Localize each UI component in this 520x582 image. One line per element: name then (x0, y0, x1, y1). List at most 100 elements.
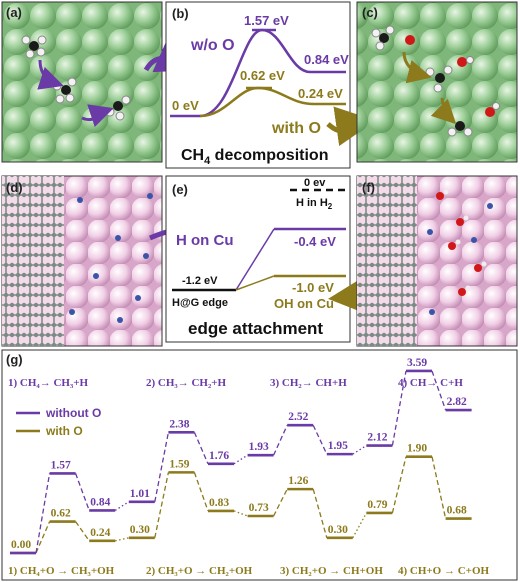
panel-label-b: (b) (172, 6, 189, 21)
without-o-connector-9 (352, 444, 367, 455)
without-o-value-label-10: 3.59 (407, 357, 427, 369)
with-o-value-label-6: 0.73 (249, 502, 269, 514)
with-o-connector-1 (35, 521, 51, 554)
reaction-arrow-a2 (81, 104, 114, 128)
with-o-value-label-5: 0.83 (209, 497, 229, 509)
step-label-top-4: 4) CH→ C+H (398, 377, 463, 389)
panel-e-title: edge attachment (188, 319, 323, 338)
without-o-connector-2 (74, 473, 90, 511)
reaction-arrow-c2 (430, 97, 457, 125)
value-zero: 0 ev (304, 177, 326, 189)
with-o-value-label-11: 0.68 (447, 505, 467, 517)
connector-neg12-neg10 (235, 275, 275, 291)
without-o-value-label-8: 1.95 (328, 440, 348, 452)
step-label-bottom-1: 1) CH₄+O → CH₃+OH (8, 565, 115, 577)
graphene-edge-d (2, 176, 64, 346)
value-with-end: 0.24 eV (298, 86, 343, 101)
value-wo-ts: 1.57 eV (244, 13, 289, 28)
without-o-connector-8 (312, 424, 328, 455)
panel-a: (a) (1, 1, 163, 163)
step-labels-bottom: 1) CH₄+O → CH₃+OH 2) CH₃+O → CH₂+OH 3) CH₂… (8, 565, 490, 577)
with-o-connector-9 (352, 512, 367, 539)
without-o-value-label-1: 1.57 (51, 459, 71, 471)
label-wo-o: w/o O (190, 37, 235, 54)
without-o-connector-10 (391, 370, 407, 446)
without-o-connector-4 (154, 432, 170, 502)
panel-label-f: (f) (362, 180, 375, 195)
with-o-value-label-8: 0.30 (328, 524, 348, 536)
panel-g-frame (1, 349, 518, 581)
ch4-molecule-a (21, 35, 47, 59)
label-oh-on-cu: OH on Cu (274, 296, 334, 311)
step-label-bottom-4: 4) CH+O → C+OH (398, 565, 490, 577)
graphene-edge-f (357, 176, 417, 346)
without-o-connector-11 (431, 370, 447, 411)
value-with-ts: 0.62 eV (240, 68, 285, 83)
step-label-top-1: 1) CH₄→ CH₃+H (8, 377, 89, 389)
with-o-connector-5 (193, 472, 209, 512)
step-label-top-3: 3) CH₂→ CH+H (270, 377, 347, 389)
step-label-bottom-2: 2) CH₃+O → CH₂+OH (146, 565, 253, 577)
with-o-value-label-0: 0.00 (11, 539, 31, 551)
with-o-value-label-4: 1.59 (169, 458, 189, 470)
with-o-connector-4 (154, 472, 170, 538)
hydrogen-atoms-f (427, 203, 493, 315)
legend-label-without: without O (45, 406, 101, 420)
step-labels-top: 1) CH₄→ CH₃+H 2) CH₃→ CH₂+H 3) CH₂→ CH+H 4)… (8, 377, 463, 389)
label-hg-edge: H@G edge (172, 297, 228, 309)
cu-surface-a (1, 1, 163, 163)
without-o-value-label-11: 2.82 (447, 396, 467, 408)
step-label-top-2: 2) CH₃→ CH₂+H (146, 377, 227, 389)
label-with-o: with O (271, 120, 321, 137)
with-o-value-label-3: 0.30 (130, 524, 150, 536)
value-wo-end: 0.84 eV (304, 52, 349, 67)
with-o-connector-8 (312, 488, 328, 538)
with-o-value-label-1: 0.62 (51, 508, 71, 520)
with-o-value-label-2: 0.24 (90, 527, 110, 539)
with-o-value-label-7: 1.26 (288, 475, 308, 487)
legend-label-with: with O (45, 424, 83, 438)
with-o-value-label-10: 1.90 (407, 443, 427, 455)
panel-label-c: (c) (362, 5, 378, 20)
without-o-connector-5 (193, 432, 209, 465)
with-o-connector-6 (233, 510, 248, 517)
ch2-molecule-c (447, 121, 473, 137)
without-o-value-label-5: 1.76 (209, 450, 229, 462)
oxygen-atom-c1 (405, 35, 415, 45)
oxygen-atom-c3 (485, 107, 495, 117)
reaction-arrow-a1 (37, 59, 64, 90)
value-neg04: -0.4 eV (294, 234, 336, 249)
panel-e: (e) 0 ev H in H2 H on Cu -0.4 eV -1.2 eV… (165, 175, 351, 343)
without-o-value-label-4: 2.38 (169, 418, 189, 430)
value-neg12: -1.2 eV (182, 275, 218, 287)
panel-g: (g) 1) CH₄→ CH₃+H 2) CH₃→ CH₂+H 3) CH₂→ CH… (1, 349, 518, 581)
label-h-on-cu: H on Cu (176, 232, 234, 249)
step-label-bottom-3: 3) CH₂+O → CH+OH (280, 565, 383, 577)
with-o-connector-2 (75, 521, 90, 542)
without-o-connector-7 (273, 424, 288, 456)
without-o-value-label-2: 0.84 (90, 496, 110, 508)
panel-e-frame (165, 175, 351, 343)
label-h-in-h2: H in H2 (296, 197, 333, 211)
hydroxyl-groups-f (436, 189, 487, 296)
value-neg10: -1.0 eV (292, 280, 334, 295)
oxygen-atom-c2 (457, 57, 467, 67)
panel-b: (b) w/o O 1.57 eV 0.84 eV 0.62 eV 0.24 e… (165, 1, 351, 169)
with-o-connector-10 (391, 456, 407, 514)
without-o-value-label-9: 2.12 (367, 432, 387, 444)
hydrogen-atoms-d (69, 193, 153, 323)
with-o-value-label-9: 0.79 (367, 499, 387, 511)
panel-label-d: (d) (6, 180, 23, 195)
without-o-value-label-6: 1.93 (249, 441, 269, 453)
value-start: 0 eV (172, 98, 199, 113)
energy-profile-plot: 0.00 0.62 0.24 0.30 1.59 0.83 0.73 1.26 0.30 0.79… (10, 357, 472, 555)
without-o-value-label-3: 1.01 (130, 488, 150, 500)
panel-d: (d) (1, 175, 163, 347)
panel-label-a: (a) (6, 5, 22, 20)
panel-f: (f) (356, 175, 518, 347)
without-o-connector-1 (35, 473, 51, 554)
with-o-connector-11 (431, 456, 447, 519)
panel-c: (c) (356, 1, 518, 163)
connector-neg12-neg04 (235, 228, 275, 291)
